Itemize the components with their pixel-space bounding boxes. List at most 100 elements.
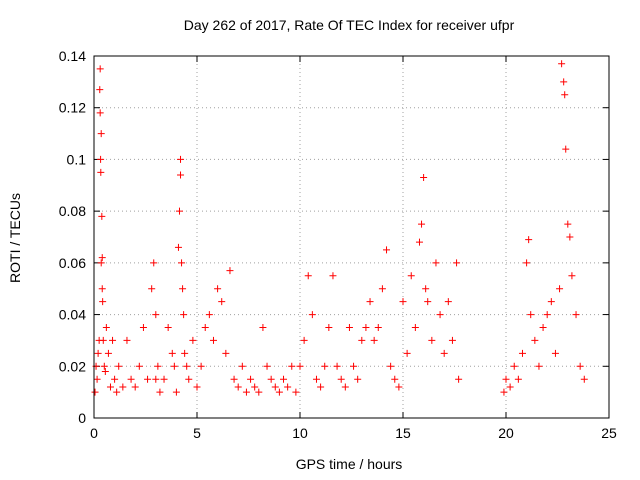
data-point [97,155,105,163]
data-point [403,349,411,357]
data-point [144,375,152,383]
data-point [179,285,187,293]
y-tick-label: 0 [78,410,86,426]
data-point [93,375,101,383]
data-point [180,311,188,319]
data-point [102,324,110,331]
y-tick-label: 0.14 [59,48,86,64]
data-point [96,109,104,117]
data-point [152,375,160,383]
data-point [175,207,183,215]
data-point [329,272,337,280]
data-point [238,362,246,370]
data-point [560,78,568,86]
data-point [418,220,426,228]
data-point [354,375,362,383]
data-point [230,375,238,383]
data-point [374,324,382,331]
data-point [275,388,283,396]
data-point [284,383,292,391]
x-tick-label: 5 [193,425,201,441]
data-point [308,311,316,319]
data-point [378,285,386,293]
data-point [391,375,399,383]
data-point [247,375,255,383]
data-point [251,383,259,391]
y-tick-label: 0.08 [59,203,86,219]
data-points [91,60,588,396]
data-point [345,324,353,331]
data-point [99,298,107,306]
data-point [543,311,551,319]
data-point [510,362,518,370]
data-point [111,375,119,383]
x-tick-label: 15 [395,425,411,441]
data-point [201,324,209,331]
data-point [547,298,555,306]
data-point [424,298,432,306]
data-point [358,336,366,344]
data-point [156,388,164,396]
data-point [170,362,178,370]
data-point [502,375,510,383]
chart-title: Day 262 of 2017, Rate Of TEC Index for r… [184,17,515,33]
y-tick-label: 0.12 [59,100,86,116]
data-point [209,336,217,344]
data-point [428,336,436,344]
data-point [506,383,514,391]
data-point [259,324,267,331]
data-point [193,383,201,391]
data-point [214,285,222,293]
x-tick-label: 20 [498,425,514,441]
data-point [97,168,105,176]
data-point [242,388,250,396]
data-point [576,362,584,370]
x-tick-label: 0 [90,425,98,441]
data-point [562,145,570,153]
x-tick-label: 25 [601,425,617,441]
data-point [415,238,423,246]
data-point [97,130,105,138]
data-point [177,171,185,179]
data-point [96,86,104,94]
data-point [341,383,349,391]
data-point [197,362,205,370]
data-point [119,383,127,391]
data-point [383,246,391,254]
data-point [453,259,461,267]
data-point [101,367,109,375]
data-point [98,285,106,293]
data-point [370,336,378,344]
y-tick-label: 0.06 [59,255,86,271]
data-point [131,383,139,391]
data-point [222,349,230,357]
data-point [395,383,403,391]
data-point [399,298,407,306]
data-point [127,375,135,383]
data-point [154,362,162,370]
data-point [168,349,176,357]
data-point [113,388,121,396]
y-tick-label: 0.1 [67,151,87,167]
data-point [181,349,189,357]
data-point [123,336,131,344]
data-point [531,336,539,344]
data-point [189,336,197,344]
data-point [98,212,106,220]
data-point [568,272,576,280]
y-axis-label: ROTI / TECUs [7,193,23,283]
data-point [539,324,547,331]
data-point [325,324,333,331]
x-tick-label: 10 [292,425,308,441]
data-point [312,375,320,383]
data-point [226,267,234,275]
data-point [556,285,564,293]
data-point [177,155,185,163]
data-point [104,349,112,357]
data-point [564,220,572,228]
data-point [185,375,193,383]
data-point [566,233,574,241]
data-point [152,311,160,319]
data-point [518,349,526,357]
